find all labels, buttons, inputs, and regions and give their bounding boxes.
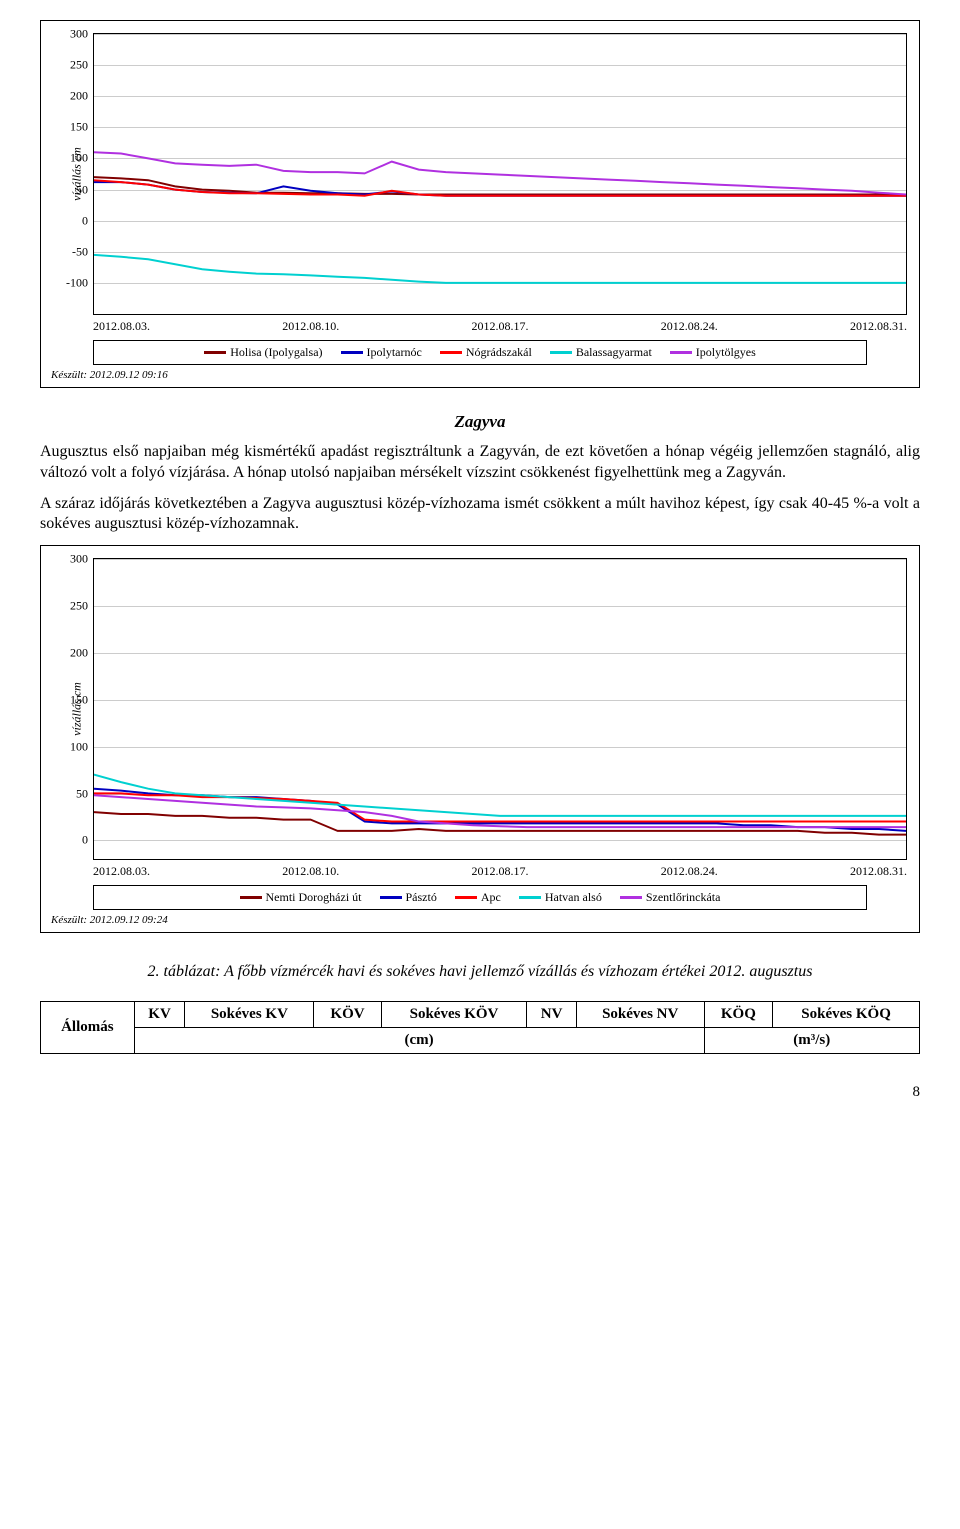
th-nv: NV <box>527 1002 577 1028</box>
unit-m3s: (m³/s) <box>704 1028 919 1054</box>
paragraph-1: Augusztus első napjaiban még kismértékű … <box>40 442 920 484</box>
table-header-row: Állomás KV Sokéves KV KÖV Sokéves KÖV NV… <box>41 1002 920 1028</box>
chart2-plot: vízállás cm 050100150200250300 <box>93 558 907 860</box>
legend-item: Hatvan alsó <box>519 890 602 905</box>
table-unit-row: (cm) (m³/s) <box>41 1028 920 1054</box>
th-koq: KÖQ <box>704 1002 773 1028</box>
th-sokeves-nv: Sokéves NV <box>576 1002 704 1028</box>
unit-cm: (cm) <box>134 1028 704 1054</box>
legend-item: Nógrádszakál <box>440 345 532 360</box>
chart1-legend: Holisa (Ipolygalsa) Ipolytarnóc Nógrádszak… <box>93 340 867 365</box>
data-table: Állomás KV Sokéves KV KÖV Sokéves KÖV NV… <box>40 1001 920 1054</box>
chart1-xticks: 2012.08.03.2012.08.10.2012.08.17.2012.08… <box>93 319 907 334</box>
th-allomas: Állomás <box>41 1002 135 1054</box>
legend-item: Balassagyarmat <box>550 345 652 360</box>
page-number: 8 <box>40 1084 920 1101</box>
chart2-legend: Nemti Dorogházi út Pásztó Apc Hatvan alsó Sz… <box>93 885 867 910</box>
paragraph-2: A száraz időjárás következtében a Zagyva… <box>40 494 920 536</box>
legend-item: Ipolytölgyes <box>670 345 756 360</box>
th-kv: KV <box>134 1002 185 1028</box>
chart2-container: vízállás cm 050100150200250300 2012.08.0… <box>40 545 920 933</box>
chart1-footer: Készült: 2012.09.12 09:16 <box>51 369 917 381</box>
table-caption: 2. táblázat: A főbb vízmércék havi és so… <box>40 963 920 981</box>
th-kov: KÖV <box>314 1002 381 1028</box>
legend-item: Szentlőrinckáta <box>620 890 721 905</box>
section-title: Zagyva <box>40 412 920 432</box>
chart1-plot: vízállás cm -100-50050100150200250300 <box>93 33 907 315</box>
legend-item: Apc <box>455 890 501 905</box>
chart2-ylabel: vízállás cm <box>69 682 84 736</box>
chart2-xticks: 2012.08.03.2012.08.10.2012.08.17.2012.08… <box>93 864 907 879</box>
th-sokeves-koq: Sokéves KÖQ <box>773 1002 920 1028</box>
legend-item: Pásztó <box>380 890 437 905</box>
th-sokeves-kv: Sokéves KV <box>185 1002 314 1028</box>
th-sokeves-kov: Sokéves KÖV <box>381 1002 527 1028</box>
legend-item: Ipolytarnóc <box>341 345 422 360</box>
chart1-container: vízállás cm -100-50050100150200250300 20… <box>40 20 920 388</box>
legend-item: Nemti Dorogházi út <box>240 890 362 905</box>
legend-item: Holisa (Ipolygalsa) <box>204 345 322 360</box>
chart2-footer: Készült: 2012.09.12 09:24 <box>51 914 917 926</box>
